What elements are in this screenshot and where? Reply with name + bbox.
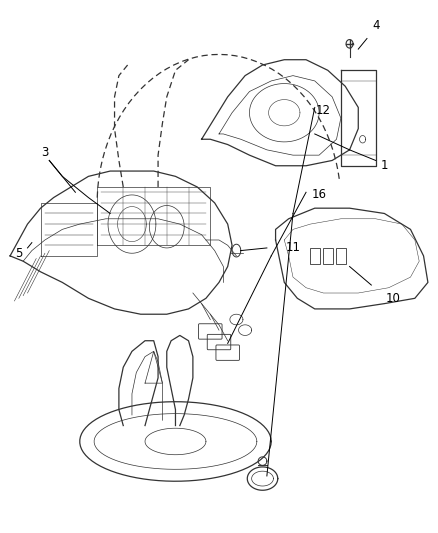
Bar bbox=[336, 248, 346, 264]
Text: 1: 1 bbox=[381, 159, 388, 172]
Bar bbox=[310, 248, 320, 264]
Text: 4: 4 bbox=[372, 19, 379, 32]
Text: 10: 10 bbox=[385, 292, 400, 305]
Text: 5: 5 bbox=[15, 247, 22, 260]
Text: 11: 11 bbox=[286, 241, 300, 254]
Text: 12: 12 bbox=[316, 103, 331, 117]
Text: 3: 3 bbox=[41, 146, 49, 159]
Text: 16: 16 bbox=[311, 189, 327, 201]
Bar bbox=[322, 248, 333, 264]
